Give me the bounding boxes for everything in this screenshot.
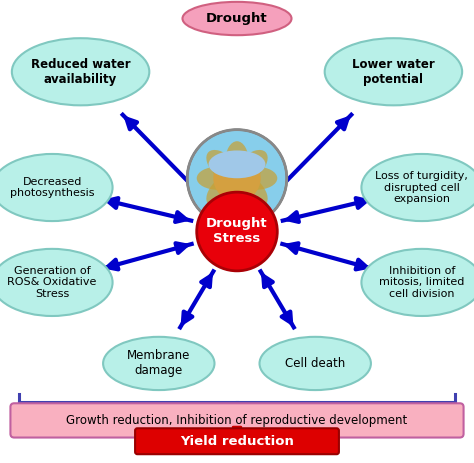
Ellipse shape <box>209 150 265 178</box>
Text: Lower water
potential: Lower water potential <box>352 58 435 86</box>
FancyBboxPatch shape <box>10 403 464 438</box>
Ellipse shape <box>182 2 292 35</box>
Text: Decreased
photosynthesis: Decreased photosynthesis <box>10 177 94 198</box>
Text: Drought
Stress: Drought Stress <box>206 218 268 245</box>
FancyBboxPatch shape <box>135 428 339 454</box>
Text: Growth reduction, Inhibition of reproductive development: Growth reduction, Inhibition of reproduc… <box>66 414 408 427</box>
Circle shape <box>197 192 277 271</box>
Ellipse shape <box>0 154 113 221</box>
Text: Drought: Drought <box>206 12 268 25</box>
Ellipse shape <box>233 150 268 184</box>
Ellipse shape <box>235 167 277 190</box>
Ellipse shape <box>361 249 474 316</box>
Ellipse shape <box>197 167 239 190</box>
Text: Loss of turgidity,
disrupted cell
expansion: Loss of turgidity, disrupted cell expans… <box>375 171 468 204</box>
Text: Yield reduction: Yield reduction <box>180 435 294 448</box>
Ellipse shape <box>206 173 241 206</box>
Circle shape <box>187 130 287 227</box>
Ellipse shape <box>225 174 249 215</box>
Ellipse shape <box>225 141 249 183</box>
Text: Cell death: Cell death <box>285 357 346 370</box>
Ellipse shape <box>325 38 462 105</box>
Ellipse shape <box>12 38 149 105</box>
Text: Membrane
damage: Membrane damage <box>127 350 191 377</box>
Text: Generation of
ROS& Oxidative
Stress: Generation of ROS& Oxidative Stress <box>8 266 97 299</box>
Text: Reduced water
availability: Reduced water availability <box>31 58 130 86</box>
Ellipse shape <box>361 154 474 221</box>
Ellipse shape <box>0 249 113 316</box>
Circle shape <box>213 155 261 201</box>
Ellipse shape <box>206 150 241 184</box>
Ellipse shape <box>260 337 371 390</box>
Ellipse shape <box>233 173 268 206</box>
Ellipse shape <box>103 337 214 390</box>
Text: Inhibition of
mitosis, limited
cell division: Inhibition of mitosis, limited cell divi… <box>379 266 465 299</box>
